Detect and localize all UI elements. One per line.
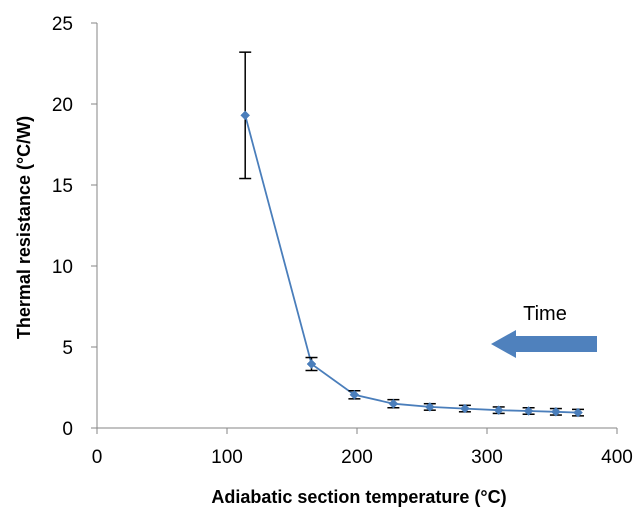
x-tick-label: 100 (211, 447, 243, 468)
data-point (573, 407, 583, 418)
time-arrow-icon (491, 330, 597, 358)
x-axis-title: Adiabatic section temperature (°C) (211, 487, 506, 507)
y-tick-label: 20 (52, 95, 73, 116)
x-tick-label: 0 (92, 447, 103, 468)
y-tick-label: 10 (52, 257, 73, 278)
data-point (523, 406, 534, 416)
data-point (349, 389, 360, 400)
plot-area: 0 100 200 300 400 0 5 10 15 20 25 (52, 14, 633, 468)
data-point (460, 403, 470, 414)
x-tick-label: 200 (341, 447, 373, 468)
time-label: Time (523, 303, 567, 325)
x-tick-label: 300 (471, 447, 503, 468)
series-layer (239, 51, 584, 418)
data-point (551, 406, 561, 417)
data-point (493, 405, 504, 416)
y-tick-label: 25 (52, 14, 73, 35)
time-annotation: Time (491, 303, 597, 358)
y-ticks: 0 5 10 15 20 25 (52, 14, 97, 440)
y-axis-title: Thermal resistance (°C/W) (14, 116, 34, 339)
data-point (424, 402, 435, 412)
y-tick-label: 5 (62, 338, 73, 359)
data-point (240, 110, 251, 121)
series-line (244, 115, 579, 414)
x-tick-label: 400 (601, 447, 633, 468)
y-tick-label: 15 (52, 176, 73, 197)
x-ticks: 0 100 200 300 400 (92, 428, 633, 468)
data-point (306, 359, 317, 369)
y-tick-label: 0 (62, 419, 73, 440)
data-point (388, 398, 399, 409)
